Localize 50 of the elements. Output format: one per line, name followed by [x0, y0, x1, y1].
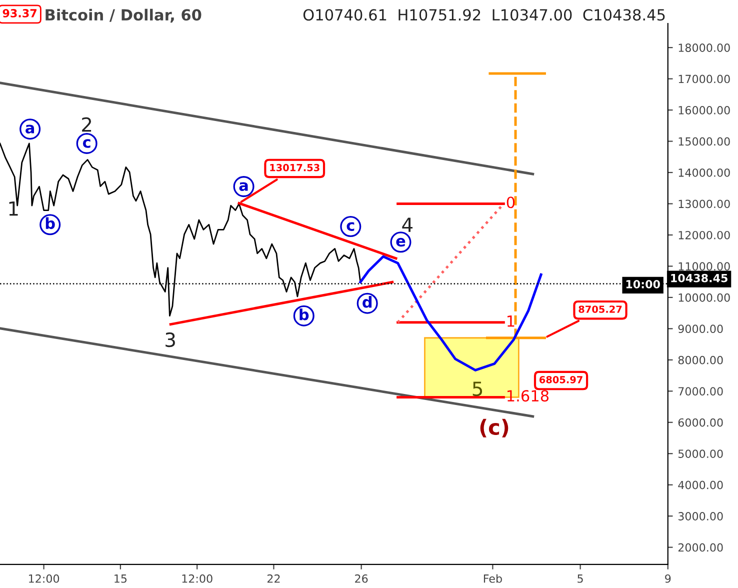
annotation: a	[26, 124, 34, 134]
y-tick-label: 11000.00	[678, 262, 730, 271]
y-tick-label: 4000.00	[678, 480, 723, 490]
annotation: c	[82, 139, 90, 148]
chart-subtitle: O10740.61 H10751.92 L10347.00 C10438.45	[303, 9, 665, 21]
annotation: 3	[166, 332, 175, 348]
annotation: 13017.53	[270, 164, 320, 172]
series-label: 0	[506, 196, 515, 208]
y-tick-label: 14000.00	[678, 168, 730, 177]
annotation: b	[300, 308, 309, 320]
x-tick-label: 5	[578, 574, 583, 583]
y-tick-label: 12000.00	[678, 230, 730, 240]
x-tick-label: 12:00	[182, 574, 212, 583]
y-tick-label: 18000.00	[678, 44, 730, 52]
x-tick-label: Feb	[484, 574, 502, 583]
y-tick-label: 15000.00	[678, 137, 730, 146]
annotation: b	[46, 217, 55, 230]
y-tick-label: 16000.00	[678, 106, 730, 114]
annotation: 1	[9, 201, 18, 216]
y-tick-label: 2000.00	[678, 543, 723, 552]
ref-line-label: 10438.45	[671, 274, 728, 282]
chart-title: Bitcoin / Dollar, 60	[46, 8, 202, 23]
annotation: 6805.97	[539, 376, 582, 384]
annotation: a	[239, 182, 248, 191]
annotation: 8705.27	[578, 306, 622, 313]
y-tick-label: 10000.00	[678, 293, 730, 302]
y-tick-label: 5000.00	[678, 450, 723, 458]
y-tick-label: 7000.00	[678, 387, 723, 396]
annotation: 10:00	[626, 280, 660, 288]
legend-label: 1.618	[508, 390, 549, 402]
x-tick-label: 12:00	[29, 574, 60, 583]
text: 93.37	[2, 9, 36, 18]
annotation: e	[396, 238, 406, 247]
x-tick-label: 9	[665, 574, 671, 583]
annotation: 4	[402, 218, 413, 232]
annotation: d	[362, 296, 372, 308]
annotation: 2	[82, 117, 92, 132]
y-tick-label: 17000.00	[678, 74, 730, 84]
y-tick-label: 3000.00	[678, 512, 723, 520]
y-tick-label: 6000.00	[678, 418, 723, 427]
y-tick-label: 9000.00	[678, 324, 723, 334]
series-label: 1	[508, 316, 514, 327]
annotation: (c)	[480, 418, 508, 438]
annotation: 5	[472, 382, 482, 396]
x-tick-label: 22	[267, 574, 280, 583]
y-tick-label: 8000.00	[678, 356, 723, 364]
y-tick-label: 13000.00	[678, 200, 730, 208]
x-tick-label: 26	[355, 574, 368, 583]
x-tick-label: 15	[114, 574, 127, 583]
annotation: c	[346, 222, 354, 231]
